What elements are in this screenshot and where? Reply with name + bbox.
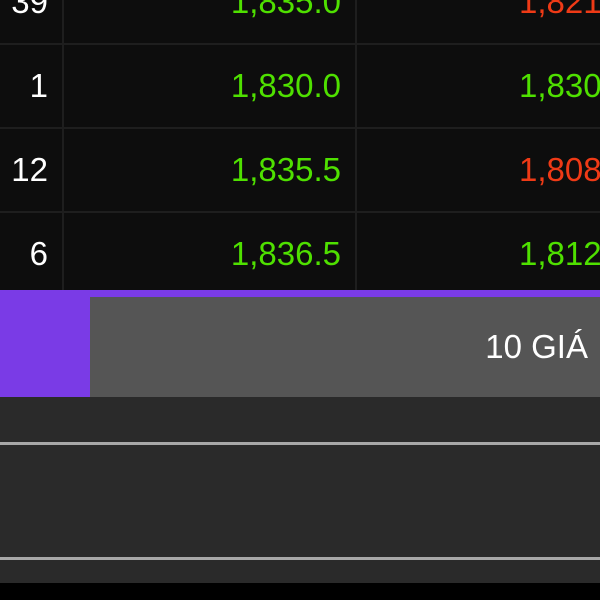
lower-panel <box>0 397 600 583</box>
table-row: 39 1,835.0 1,821 <box>0 0 600 45</box>
price-cell: 1,835.0 <box>230 0 341 20</box>
table-row: 12 1,835.5 1,808 <box>0 129 600 213</box>
other-price-cell: 1,808 <box>519 151 600 188</box>
price-cell: 1,835.5 <box>230 151 341 188</box>
qty-cell: 39 <box>11 0 48 20</box>
price-cell: 1,830.0 <box>230 67 341 104</box>
divider <box>0 557 600 560</box>
tab-band: 10 GIÁ <box>0 290 600 397</box>
price-table: 39 1,835.0 1,821 1 1,830.0 1,830 12 1,83… <box>0 0 600 295</box>
table-row: 1 1,830.0 1,830 <box>0 45 600 129</box>
qty-cell: 12 <box>11 151 48 188</box>
price-cell: 1,836.5 <box>230 235 341 272</box>
other-price-cell: 1,830 <box>519 67 600 104</box>
other-price-cell: 1,821 <box>519 0 600 20</box>
other-price-cell: 1,812 <box>519 235 600 272</box>
ten-prices-label: 10 GIÁ <box>485 328 588 365</box>
divider <box>0 442 600 445</box>
ten-prices-button[interactable]: 10 GIÁ <box>90 297 600 397</box>
table-row: 6 1,836.5 1,812 <box>0 213 600 295</box>
qty-cell: 6 <box>29 235 48 272</box>
qty-cell: 1 <box>29 67 48 104</box>
